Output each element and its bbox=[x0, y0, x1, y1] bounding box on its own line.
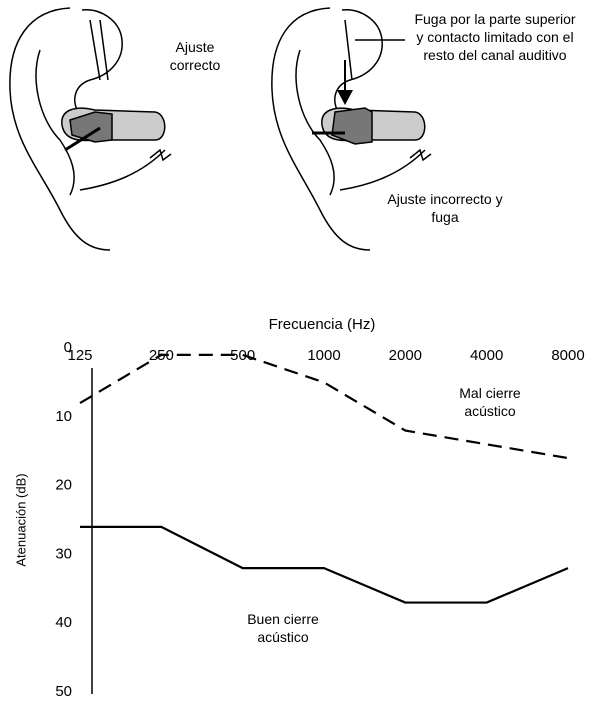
x-tick-label: 8000 bbox=[551, 347, 584, 364]
y-axis-title: Atenuación (dB) bbox=[13, 473, 28, 566]
series-line bbox=[80, 527, 568, 603]
y-tick-label: 40 bbox=[55, 614, 72, 631]
x-tick-label: 2000 bbox=[389, 347, 422, 364]
y-tick-label: 10 bbox=[55, 408, 72, 425]
series-label: Buen cierre acústico bbox=[228, 610, 338, 646]
page: Frecuencia (Hz) Atenuación (dB) 01020304… bbox=[0, 0, 592, 704]
y-tick-label: 20 bbox=[55, 477, 72, 494]
y-tick-label: 50 bbox=[55, 683, 72, 700]
series-label: Mal cierre acústico bbox=[440, 384, 540, 420]
x-tick-label: 1000 bbox=[307, 347, 340, 364]
figure-label: Ajuste correcto bbox=[150, 38, 240, 74]
y-tick-label: 30 bbox=[55, 545, 72, 562]
x-axis-title: Frecuencia (Hz) bbox=[269, 316, 376, 333]
figure-label: Fuga por la parte superior y contacto li… bbox=[410, 10, 580, 64]
x-tick-label: 125 bbox=[67, 347, 92, 364]
figure-label: Ajuste incorrecto y fuga bbox=[380, 190, 510, 226]
ear-illustration-correct bbox=[10, 8, 171, 250]
x-tick-label: 4000 bbox=[470, 347, 503, 364]
chart: Frecuencia (Hz) Atenuación (dB) 01020304… bbox=[0, 0, 592, 704]
